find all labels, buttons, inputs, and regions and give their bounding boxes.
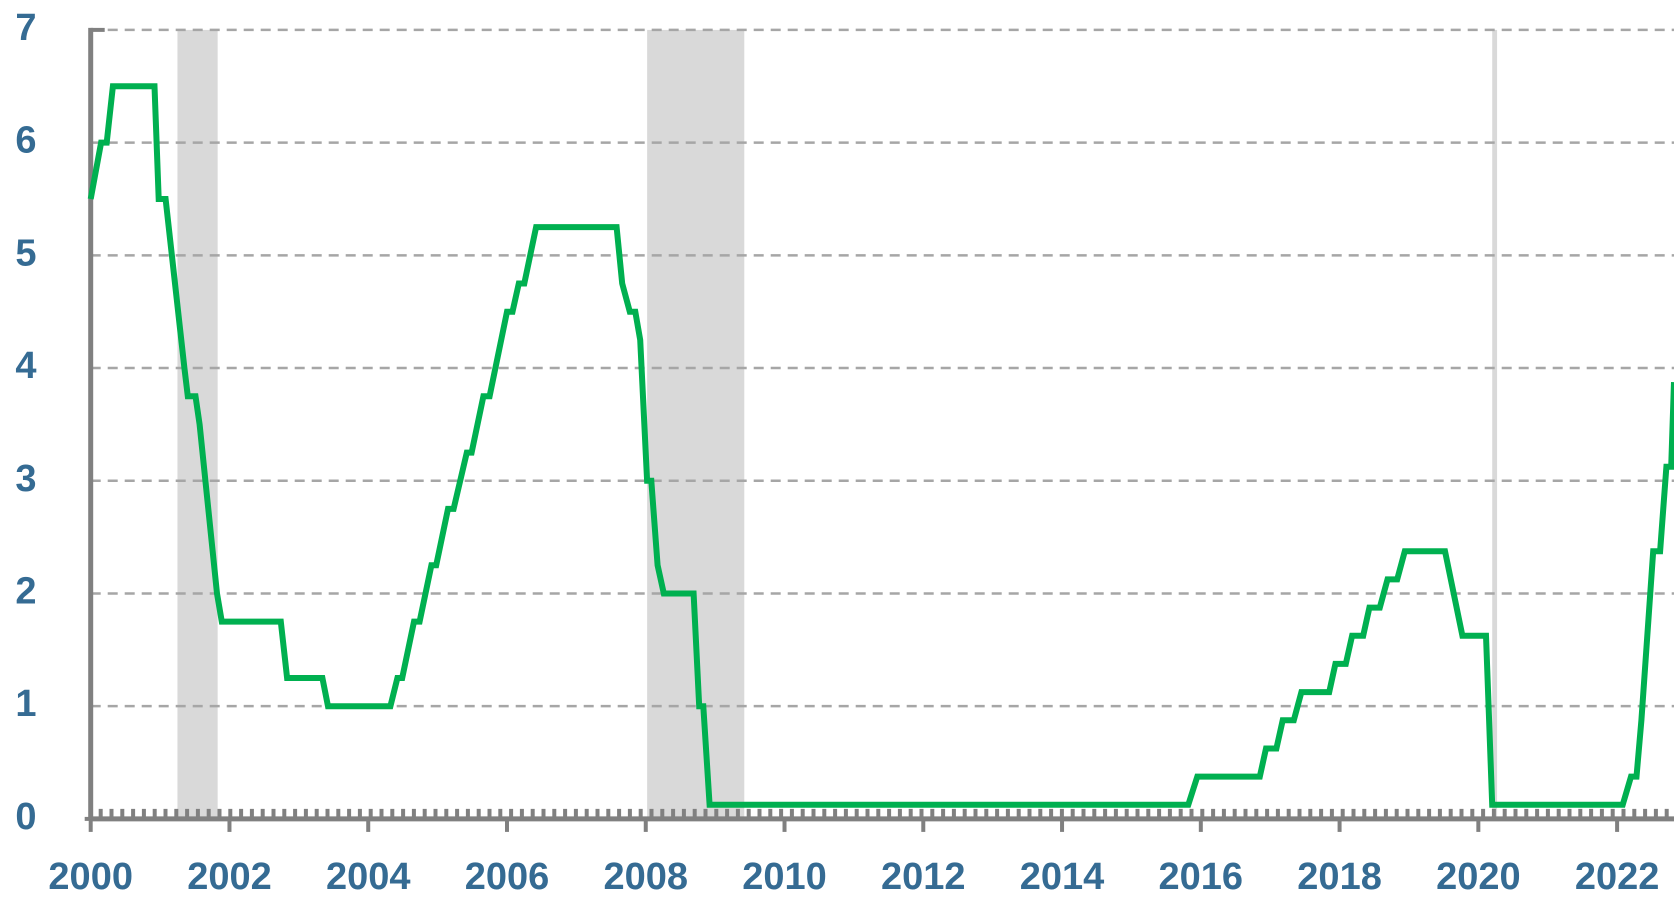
x-tick-label: 2000 <box>48 856 133 897</box>
y-tick-label: 4 <box>15 345 36 387</box>
x-tick-label: 2012 <box>881 856 966 897</box>
x-tick-label: 2004 <box>326 856 411 897</box>
x-tick-label: 2022 <box>1575 856 1660 897</box>
rate-line <box>87 83 1674 808</box>
x-tick-label: 2016 <box>1159 856 1244 897</box>
x-tick-label: 2006 <box>465 856 550 897</box>
y-tick-label: 0 <box>15 796 36 838</box>
y-tick-label: 3 <box>15 458 36 500</box>
y-tick-label: 2 <box>15 571 36 613</box>
x-tick-label: 2020 <box>1436 856 1521 897</box>
x-tick-label: 2014 <box>1020 856 1105 897</box>
x-tick-label: 2010 <box>742 856 827 897</box>
y-tick-label: 7 <box>15 7 36 49</box>
y-tick-label: 1 <box>15 683 36 725</box>
recession-band <box>647 29 745 819</box>
recession-band <box>1492 29 1498 819</box>
y-tick-label: 6 <box>15 120 36 162</box>
y-tick-label: 5 <box>15 232 36 274</box>
x-tick-label: 2002 <box>187 856 272 897</box>
x-tick-label: 2008 <box>603 856 688 897</box>
x-tick-label: 2018 <box>1297 856 1382 897</box>
